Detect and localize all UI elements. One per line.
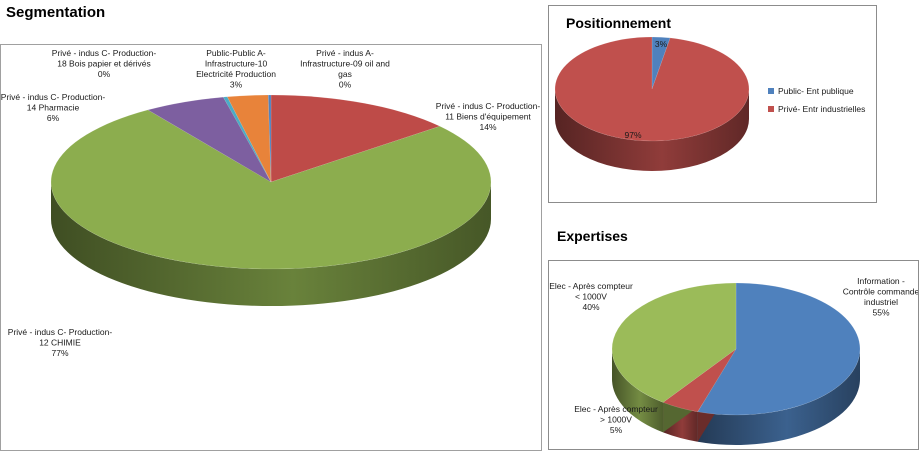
pos-slice-0 <box>651 36 671 90</box>
pos-data-label-1-line: 97% <box>624 130 641 140</box>
exp-data-label-0-line: 55% <box>872 308 889 318</box>
seg-data-label-3: Privé - indus C- Production-18 Bois papi… <box>52 48 157 79</box>
seg-data-label-5-line: 0% <box>339 80 352 90</box>
seg-data-label-3-line: Privé - indus C- Production- <box>52 48 157 58</box>
seg-data-label-1-line: 77% <box>51 348 68 358</box>
seg-slice-3 <box>222 96 272 183</box>
seg-slice-2 <box>147 96 272 183</box>
seg-data-label-0: Privé - indus C- Production-11 Biens d'é… <box>436 101 541 132</box>
exp-data-label-1: Elec - Après compteur > 1000V 5% <box>574 404 658 435</box>
exp-data-label-0-line: Information - <box>857 276 905 286</box>
expertises-title: Expertises <box>557 228 628 244</box>
pos-legend-label-1: Privé- Entr industrielles <box>778 104 865 114</box>
seg-data-label-1: Privé - indus C- Production-12 CHIMIE 77% <box>8 327 113 358</box>
seg-data-label-2: Privé - indus C- Production-14 Pharmacie… <box>1 92 105 123</box>
seg-data-label-3-line: 18 Bois papier et dérivés <box>57 59 151 69</box>
seg-data-label-0-line: 11 Biens d'équipement <box>445 112 531 122</box>
exp-slice-side-0 <box>697 349 860 445</box>
positionnement-chart-panel: Positionnement 3% 97% Public- Ent publique… <box>548 5 877 203</box>
segmentation-chart-panel: Privé - indus C- Production-11 Biens d'é… <box>0 44 542 451</box>
seg-data-label-5-line: Privé - indus A- <box>316 48 374 58</box>
expertises-pie-svg: Information -Contrôle commande industriel… <box>549 276 918 445</box>
seg-data-label-1-line: Privé - indus C- Production- <box>8 327 113 337</box>
seg-data-label-4-line: 3% <box>230 80 243 90</box>
exp-data-label-2-line: < 1000V <box>575 292 607 302</box>
exp-data-label-0: Information -Contrôle commande industriel… <box>843 276 918 318</box>
exp-data-label-2: Elec - Après compteur < 1000V 40% <box>549 281 633 312</box>
exp-data-label-1-line: Elec - Après compteur <box>574 404 658 414</box>
pos-data-label-0-line: 3% <box>655 39 668 49</box>
exp-data-label-1-line: > 1000V <box>600 415 632 425</box>
exp-data-label-2-line: Elec - Après compteur <box>549 281 633 291</box>
exp-data-label-0-line: Contrôle commande <box>843 287 918 297</box>
exp-slice-2 <box>611 282 737 403</box>
exp-slice-side-2 <box>612 349 664 433</box>
exp-data-label-2-line: 40% <box>582 302 599 312</box>
seg-slice-5 <box>267 94 272 183</box>
seg-data-label-2-line: 6% <box>47 113 60 123</box>
seg-data-label-5: Privé - indus A-Infrastructure-09 oil an… <box>300 48 390 90</box>
seg-data-label-5-line: gas <box>338 69 352 79</box>
segmentation-pie-svg: Privé - indus C- Production-11 Biens d'é… <box>1 48 541 358</box>
pos-slice-1 <box>554 36 750 142</box>
exp-data-label-1-line: 5% <box>610 425 623 435</box>
expertises-chart-panel: Information -Contrôle commande industriel… <box>548 260 919 450</box>
pos-legend-label-0: Public- Ent publique <box>778 86 854 96</box>
seg-data-label-0-line: 14% <box>479 122 496 132</box>
seg-data-label-0-line: Privé - indus C- Production- <box>436 101 541 111</box>
seg-data-label-4-line: Electricité Production <box>196 69 276 79</box>
seg-top-faces <box>50 94 492 270</box>
pos-data-label-1: 97% <box>624 130 641 140</box>
pos-legend-swatch-1 <box>768 106 774 112</box>
seg-slice-4 <box>226 94 272 183</box>
pos-top-faces <box>554 36 750 142</box>
exp-slice-1 <box>662 348 737 413</box>
seg-data-label-2-line: Privé - indus C- Production- <box>1 92 105 102</box>
seg-slice-side-1 <box>51 182 491 306</box>
exp-slice-0 <box>697 282 861 416</box>
pos-slice-side-1 <box>555 89 749 171</box>
seg-data-label-3-line: 0% <box>98 69 111 79</box>
pos-data-label-0: 3% <box>655 39 668 49</box>
seg-data-label-2-line: 14 Pharmacie <box>27 103 80 113</box>
exp-top-faces <box>611 282 861 416</box>
pos-legend-swatch-0 <box>768 88 774 94</box>
seg-slice-1 <box>50 109 492 270</box>
exp-data-label-0-line: industriel <box>864 297 898 307</box>
segmentation-title: Segmentation <box>6 4 106 21</box>
seg-data-label-4-line: Public-Public A- <box>206 48 266 58</box>
positionnement-title: Positionnement <box>566 15 672 31</box>
seg-data-label-4-line: Infrastructure-10 <box>205 59 268 69</box>
seg-data-label-4: Public-Public A-Infrastructure-10 Electri… <box>196 48 276 90</box>
seg-data-label-5-line: Infrastructure-09 oil and <box>300 59 390 69</box>
positionnement-pie-svg: 3% 97% Public- Ent publique Privé- Entr ind… <box>554 36 865 171</box>
seg-data-label-1-line: 12 CHIMIE <box>39 338 81 348</box>
seg-slice-0 <box>270 94 441 183</box>
